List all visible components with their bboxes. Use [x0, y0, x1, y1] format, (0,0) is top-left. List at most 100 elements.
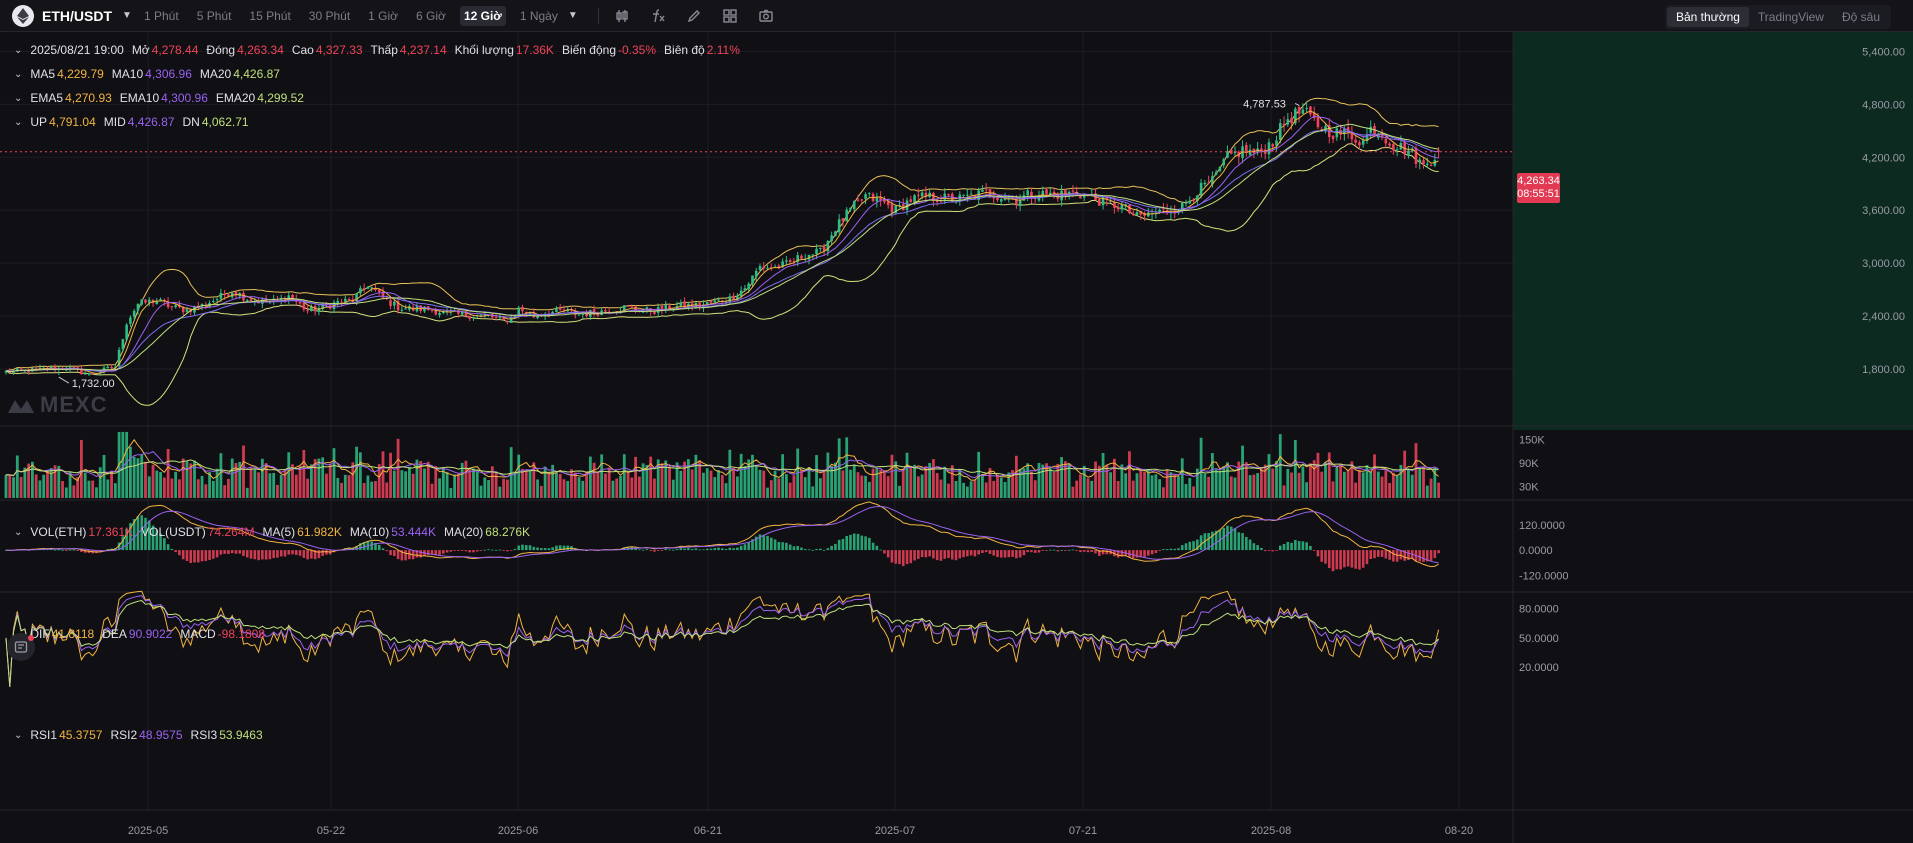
layout-grid-icon[interactable]: [719, 6, 741, 26]
macd-histogram-bar: [1245, 536, 1248, 551]
collapse-chevron-icon[interactable]: ⌄: [14, 68, 23, 80]
candle-body: [834, 231, 837, 237]
volume-bar: [381, 451, 385, 498]
macd-histogram-bar: [792, 546, 796, 551]
volume-bar: [12, 477, 15, 498]
candle-body: [860, 199, 864, 201]
chevron-down-icon[interactable]: ▼: [122, 10, 132, 21]
macd-histogram-bar: [1026, 550, 1029, 553]
volume-bar: [494, 473, 498, 498]
macd-histogram-bar: [890, 550, 894, 563]
candle-body: [340, 301, 343, 303]
timeframe-5[interactable]: 6 Giờ: [416, 8, 446, 23]
macd-histogram-bar: [626, 546, 630, 551]
macd-histogram-bar: [653, 550, 656, 552]
timeframe-6[interactable]: 12 Giờ: [459, 5, 506, 26]
collapse-chevron-icon[interactable]: ⌄: [14, 44, 23, 56]
volume-bar: [558, 474, 562, 498]
candle-body: [1388, 143, 1391, 146]
volume-bar: [430, 483, 434, 498]
volume-bar: [766, 487, 769, 498]
macd-histogram-bar: [196, 550, 200, 563]
view-tab-0[interactable]: Bản thường: [1666, 7, 1749, 27]
collapse-chevron-icon[interactable]: ⌄: [14, 526, 23, 538]
macd-histogram-bar: [1143, 550, 1146, 558]
volume-bar: [155, 470, 159, 498]
volume-bar: [713, 477, 717, 498]
timeframe-1[interactable]: 5 Phút: [196, 8, 232, 23]
symbol-selector[interactable]: ETH/USDT ▼: [0, 4, 140, 27]
macd-histogram-bar: [1207, 532, 1210, 551]
candle-body: [155, 300, 159, 305]
rsi-axis-label: 50.0000: [1519, 633, 1559, 645]
candle-body: [423, 306, 426, 312]
macd-histogram-bar: [1324, 550, 1327, 564]
candle-body: [849, 207, 852, 210]
collapse-chevron-icon[interactable]: ⌄: [14, 92, 23, 104]
timeframe-0[interactable]: 1 Phút: [144, 8, 179, 23]
candle-body: [732, 295, 735, 300]
macd-histogram-bar: [1346, 550, 1350, 567]
volume-bar: [170, 478, 174, 498]
candle-body: [1278, 123, 1282, 140]
indicator-fx-icon[interactable]: [647, 6, 669, 26]
volume-bar: [1007, 472, 1011, 498]
macd-histogram-bar: [460, 550, 464, 551]
volume-bar: [1399, 464, 1403, 498]
timeframe-dropdown-icon[interactable]: ▼: [567, 10, 578, 21]
collapse-chevron-icon[interactable]: ⌄: [14, 116, 23, 128]
macd-histogram-bar: [1233, 528, 1237, 551]
volume-bar: [694, 454, 698, 498]
volume-bar: [61, 481, 64, 498]
candle-body: [1350, 131, 1354, 140]
volume-bar: [1177, 476, 1180, 498]
volume-bar: [144, 461, 147, 498]
macd-histogram-bar: [1237, 532, 1241, 551]
camera-icon[interactable]: [755, 6, 777, 26]
macd-histogram-bar: [223, 550, 226, 554]
candle-body: [1015, 198, 1018, 205]
volume-bar: [645, 465, 649, 498]
boll-lower-line: [5, 143, 1439, 406]
candle-body: [344, 298, 347, 302]
volume-bar: [441, 467, 445, 498]
volume-bar: [543, 466, 547, 498]
rsi-axis-label: 20.0000: [1519, 662, 1559, 674]
volume-bar: [1309, 463, 1312, 498]
volume-bar: [42, 474, 46, 498]
timeframe-3[interactable]: 30 Phút: [308, 8, 351, 23]
view-tab-2[interactable]: Độ sâu: [1841, 10, 1880, 24]
macd-histogram-bar: [1139, 550, 1143, 558]
volume-bar: [732, 468, 736, 498]
price-chart[interactable]: 4,787.53 1,732.00 5,400.00 4,800.00 4,200.0…: [0, 32, 1913, 843]
chart-settings-button[interactable]: [7, 633, 35, 661]
macd-histogram-bar: [132, 519, 136, 551]
timeframe-4[interactable]: 1 Giờ: [368, 8, 399, 23]
candle-body: [668, 305, 671, 310]
macd-histogram-bar: [871, 542, 875, 551]
volume-axis-label: 150K: [1519, 435, 1545, 447]
macd-axis-label: -120.0000: [1519, 570, 1569, 582]
candle-body: [110, 366, 113, 369]
volume-bar: [637, 476, 641, 498]
macd-histogram-bar: [845, 535, 849, 551]
macd-histogram-bar: [540, 548, 543, 551]
volume-bar: [19, 476, 23, 498]
volume-bar: [449, 488, 453, 498]
draw-pencil-icon[interactable]: [683, 6, 705, 26]
candle-body: [777, 265, 781, 269]
macd-histogram-bar: [302, 550, 306, 558]
candle-body: [72, 367, 76, 369]
timeframe-2[interactable]: 15 Phút: [249, 8, 291, 23]
volume-bar: [686, 459, 690, 498]
volume-bar: [720, 475, 724, 498]
candle-body: [1316, 116, 1320, 128]
macd-histogram-bar: [1384, 550, 1388, 559]
candle-type-icon[interactable]: [611, 6, 633, 26]
boll-legend: ⌄ UP 4,791.04 MID 4,426.87 DN 4,062.71: [14, 115, 257, 129]
timeframe-7[interactable]: 1 Ngày: [519, 8, 558, 23]
macd-histogram-bar: [687, 548, 690, 551]
volume-bar: [1222, 466, 1226, 498]
collapse-chevron-icon[interactable]: ⌄: [14, 729, 23, 741]
view-tab-1[interactable]: TradingView: [1757, 10, 1824, 24]
